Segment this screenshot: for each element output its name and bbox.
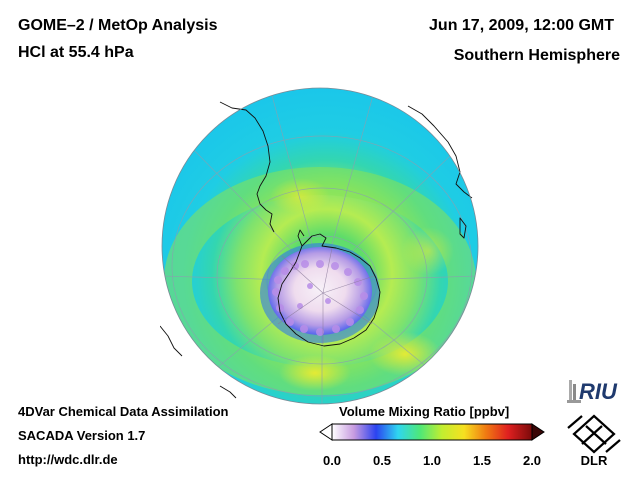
- riu-logo-text: RIU: [579, 379, 618, 404]
- dlr-logo: DLR: [567, 414, 621, 468]
- colorbar-tick-label: 1.0: [422, 453, 442, 468]
- region-label: Southern Hemisphere: [453, 47, 620, 64]
- colorbar-tick-label: 2.0: [522, 453, 542, 468]
- new-zealand: [219, 385, 237, 399]
- antarctica-coast: [277, 233, 381, 347]
- map-subtitle: HCl at 55.4 hPa: [18, 44, 134, 61]
- date-label: Jun 17, 2009, 12:00 GMT: [429, 17, 614, 34]
- colorbar-tick-label: 0.5: [372, 453, 392, 468]
- colorbar-tick-label: 0.0: [322, 453, 342, 468]
- footer-line-2: SACADA Version 1.7: [18, 428, 146, 443]
- yellow-patch: [279, 355, 351, 391]
- vortex-cells: [272, 260, 368, 336]
- footer-line-1: 4DVar Chemical Data Assimilation: [18, 404, 229, 419]
- south-america-coast: [219, 101, 275, 233]
- colorbar-tick-label: 1.5: [472, 453, 492, 468]
- madagascar: [459, 217, 467, 239]
- riu-logo: RIU: [567, 379, 618, 404]
- colorbar-max-arrow: [531, 423, 545, 441]
- globe-outline: [161, 87, 479, 405]
- africa-coast: [407, 105, 473, 199]
- coastlines: [160, 101, 473, 399]
- australia-coast: [160, 325, 183, 357]
- map-title: GOME–2 / MetOp Analysis: [18, 17, 218, 34]
- dlr-logo-text: DLR: [581, 453, 608, 468]
- yellow-patch: [402, 227, 454, 275]
- hemisphere-map: [160, 87, 479, 405]
- colorbar-min-arrow: [319, 423, 333, 441]
- colorbar-ramp: [331, 423, 533, 441]
- antarctic-peninsula: [297, 229, 305, 247]
- colorbar: [319, 423, 545, 441]
- yellow-patch: [270, 178, 330, 214]
- footer-url: http://wdc.dlr.de: [18, 452, 118, 467]
- yellow-patch: [369, 332, 441, 376]
- colorbar-title: Volume Mixing Ratio [ppbv]: [339, 404, 510, 419]
- vortex-meridians: [277, 247, 375, 344]
